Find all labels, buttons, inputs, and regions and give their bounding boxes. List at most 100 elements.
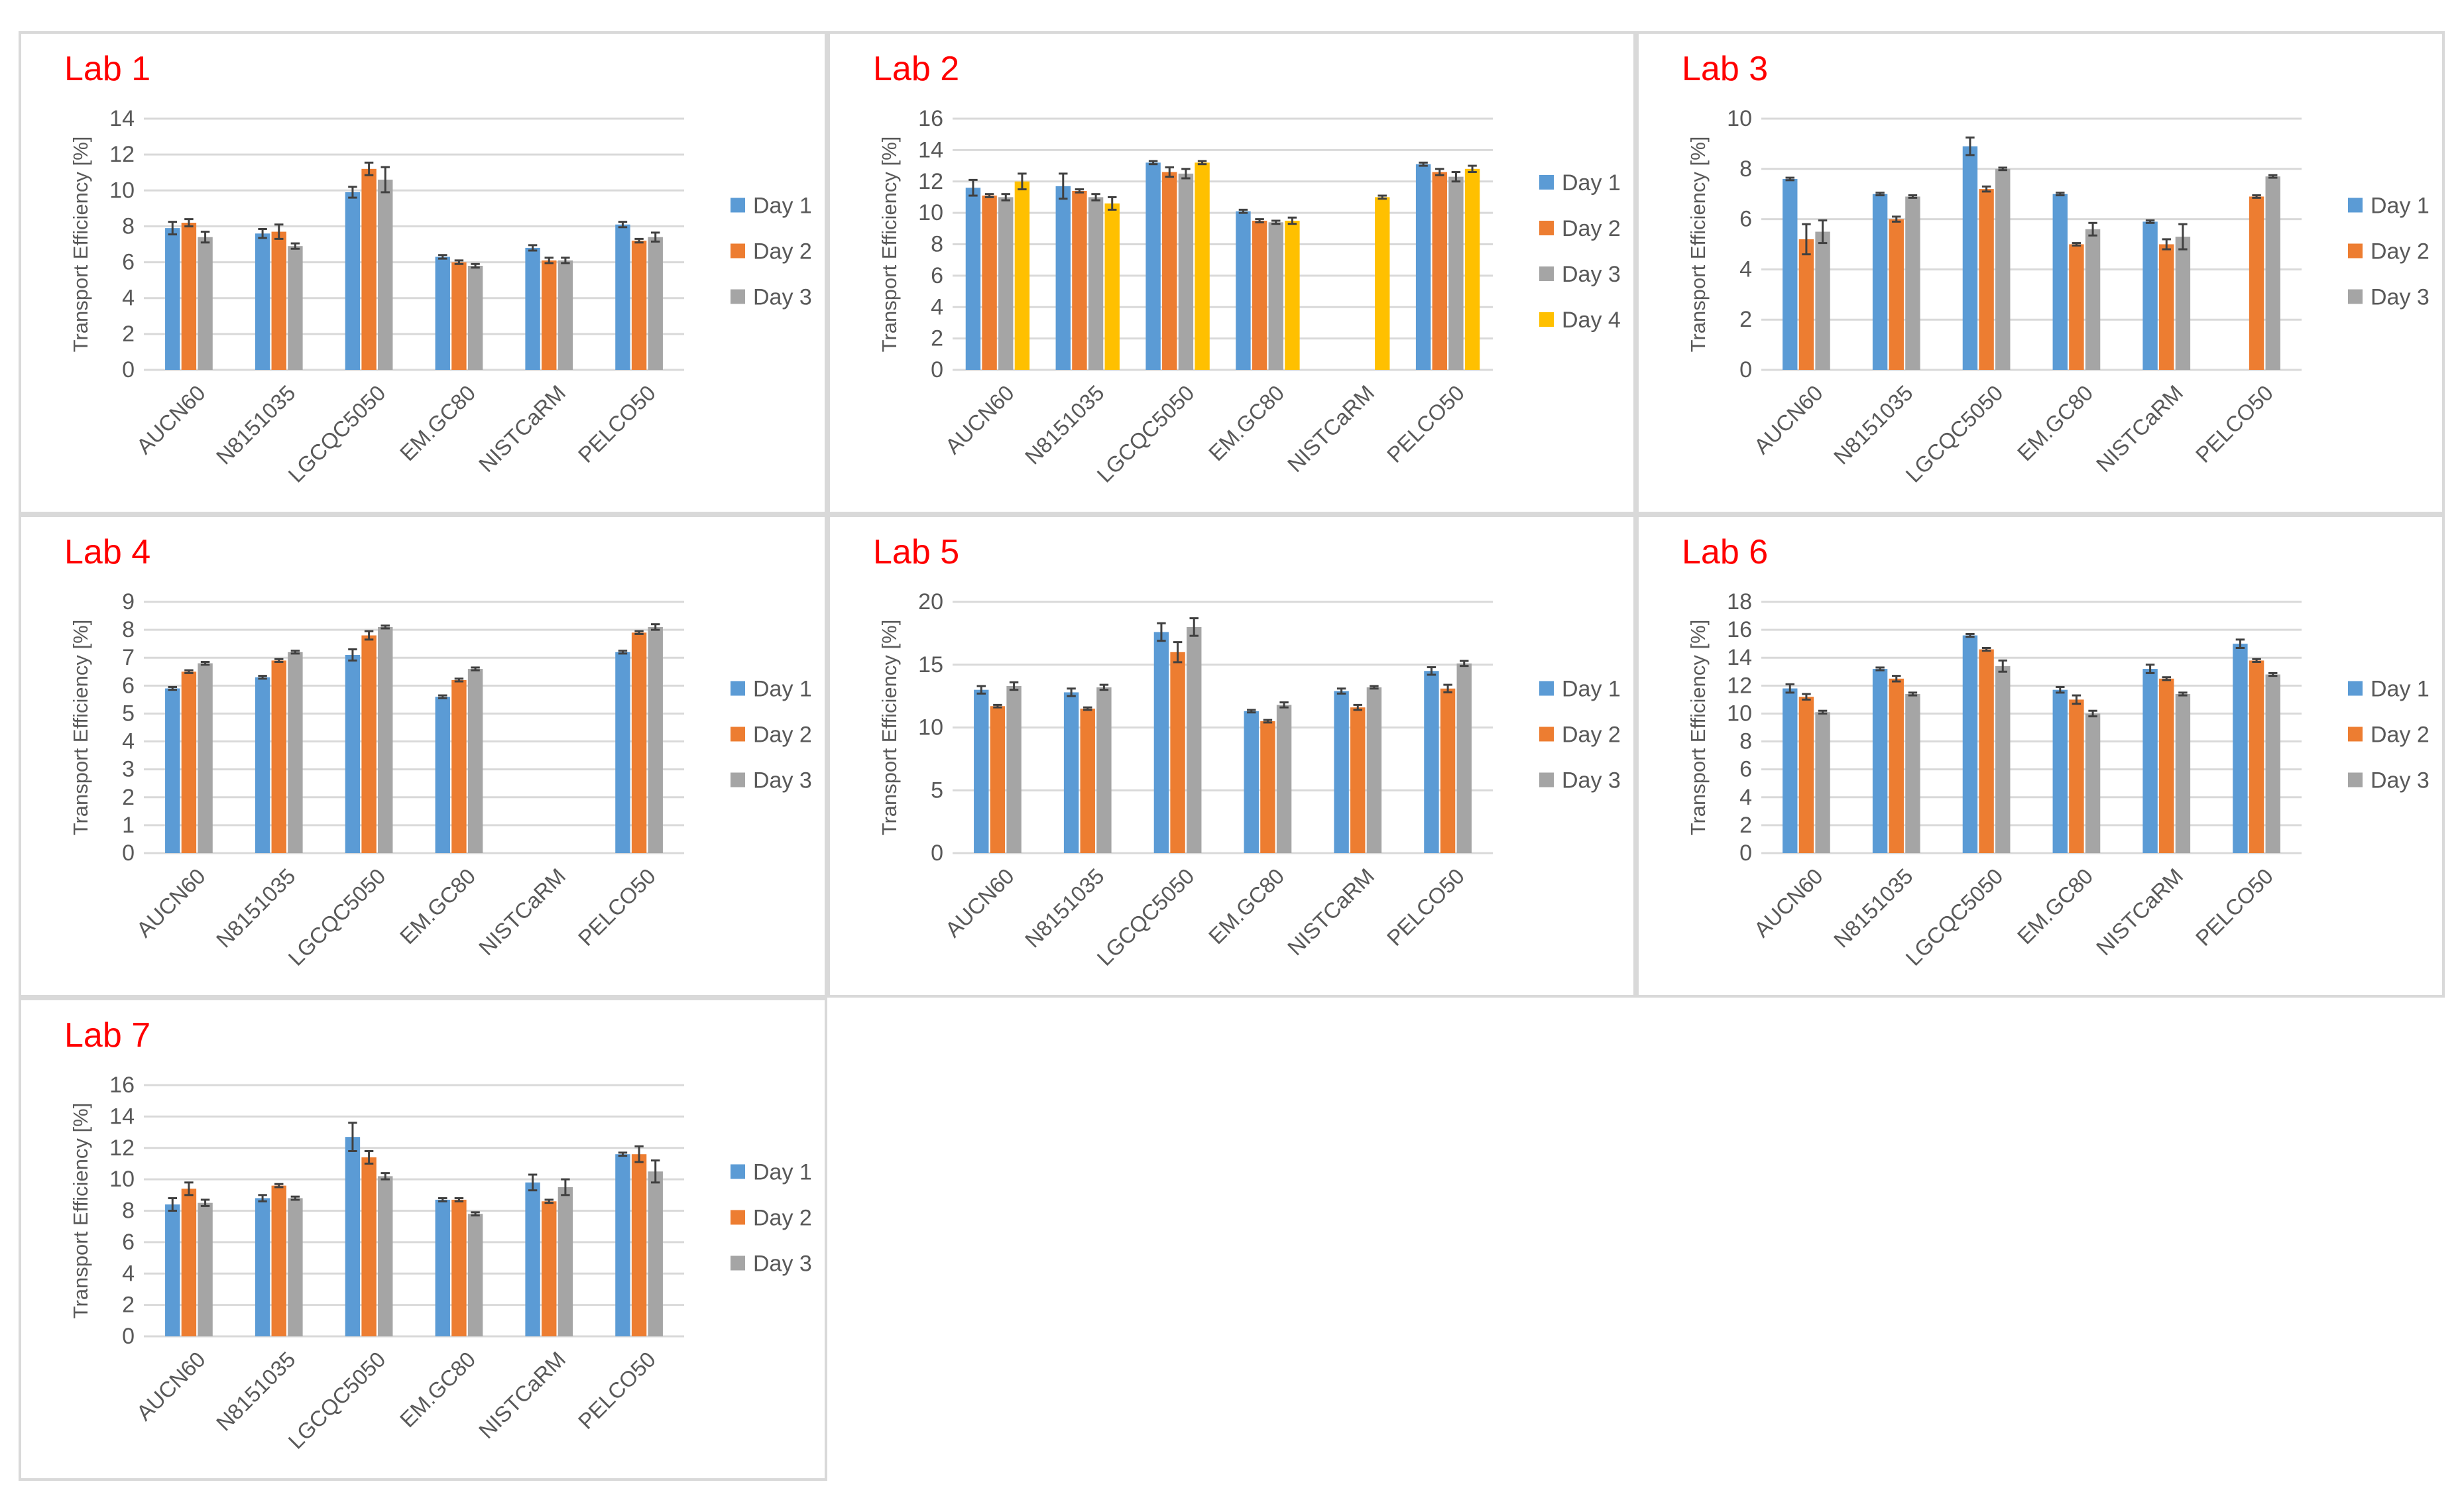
y-tick-label: 14 bbox=[918, 137, 943, 162]
x-tick-label: PELCO50 bbox=[573, 1347, 660, 1434]
bar-day-3-nistcarm bbox=[2175, 693, 2191, 853]
error-bar bbox=[1818, 219, 1828, 245]
legend-swatch bbox=[1539, 221, 1554, 235]
bar-day-2-em-gc80 bbox=[451, 679, 467, 853]
y-tick-label: 0 bbox=[122, 841, 135, 866]
bar-day-2-n8151035 bbox=[1072, 190, 1087, 370]
error-bar bbox=[2252, 658, 2261, 664]
error-bar bbox=[1001, 193, 1010, 202]
bar-day-2-aucn60 bbox=[990, 706, 1006, 853]
y-tick-label: 8 bbox=[1739, 156, 1752, 182]
lab-7-chart-panel: Lab 7 0 2 4 6 8 10 12 14 16 Transport Efficiency [… bbox=[19, 998, 827, 1481]
error-bar bbox=[381, 1172, 390, 1181]
bar-day-1-em-gc80 bbox=[1236, 211, 1251, 370]
bar-day-1-n8151035 bbox=[255, 677, 270, 853]
legend-item-day-3: Day 3 bbox=[2348, 285, 2430, 310]
error-bar bbox=[2268, 671, 2278, 677]
bar-day-3-aucn60 bbox=[998, 197, 1014, 370]
bar-day-1-aucn60 bbox=[165, 228, 180, 370]
x-tick-label: N8151035 bbox=[1020, 864, 1109, 953]
error-bar bbox=[168, 221, 177, 236]
y-tick-label: 3 bbox=[122, 757, 135, 782]
error-bar bbox=[2178, 691, 2188, 697]
y-tick-label: 2 bbox=[122, 1293, 135, 1318]
y-tick-label: 8 bbox=[122, 1198, 135, 1224]
x-tick-label: LGCQC5050 bbox=[1092, 864, 1199, 970]
legend-swatch bbox=[731, 681, 745, 696]
error-bar bbox=[1009, 681, 1019, 691]
error-bar bbox=[1059, 172, 1068, 200]
y-tick-label: 0 bbox=[931, 357, 943, 382]
error-bar bbox=[976, 685, 986, 695]
bar-day-1-nistcarm bbox=[2142, 669, 2158, 853]
error-bar bbox=[1255, 218, 1264, 223]
bar-day-1-lgcqc5050 bbox=[1145, 162, 1161, 370]
x-tick-label: LGCQC5050 bbox=[283, 864, 390, 970]
y-tick-label: 2 bbox=[122, 321, 135, 347]
error-bar bbox=[561, 1178, 570, 1196]
error-bar bbox=[2268, 174, 2278, 179]
legend-label: Day 2 bbox=[2371, 723, 2430, 748]
error-bar bbox=[1427, 666, 1436, 676]
bar-day-1-pelco50 bbox=[2233, 644, 2248, 853]
bar-day-3-nistcarm bbox=[1366, 687, 1382, 853]
bar-day-1-aucn60 bbox=[165, 688, 180, 853]
error-bar bbox=[348, 1122, 357, 1152]
error-bar bbox=[438, 1197, 447, 1202]
bar-day-1-em-gc80 bbox=[435, 1199, 450, 1336]
error-bar bbox=[1067, 687, 1076, 697]
legend-label: Day 2 bbox=[2371, 239, 2430, 264]
error-bar bbox=[1981, 646, 1991, 652]
x-tick-label: AUCN60 bbox=[132, 864, 210, 942]
x-tick-label: AUCN60 bbox=[1749, 380, 1828, 459]
error-bar bbox=[200, 1198, 210, 1207]
bar-day-3-pelco50 bbox=[1456, 663, 1472, 853]
x-tick-label: AUCN60 bbox=[132, 1347, 210, 1425]
error-bar bbox=[168, 685, 177, 691]
legend-item-day-3: Day 3 bbox=[2348, 768, 2430, 793]
x-tick-label: AUCN60 bbox=[941, 380, 1019, 459]
y-tick-label: 9 bbox=[122, 589, 135, 614]
error-bar bbox=[1353, 703, 1362, 711]
error-bar bbox=[2235, 638, 2245, 649]
y-axis-label: Transport Efficiency [%] bbox=[878, 620, 901, 836]
error-bar bbox=[1165, 166, 1174, 178]
error-bar bbox=[471, 666, 480, 671]
bar-day-2-em-gc80 bbox=[2069, 699, 2084, 853]
bar-day-3-n8151035 bbox=[1905, 693, 1920, 853]
bar-day-1-lgcqc5050 bbox=[345, 192, 361, 370]
error-bar bbox=[381, 166, 390, 194]
bar-day-2-pelco50 bbox=[631, 241, 647, 370]
legend-item-day-4: Day 4 bbox=[1539, 308, 1621, 333]
x-tick-label: LGCQC5050 bbox=[1901, 864, 2007, 970]
x-tick-label: NISTCaRM bbox=[1283, 864, 1379, 960]
error-bar bbox=[1468, 164, 1477, 174]
bar-day-2-lgcqc5050 bbox=[1170, 652, 1185, 853]
legend-label: Day 1 bbox=[1562, 170, 1621, 196]
error-bar bbox=[1460, 660, 1469, 668]
error-bar bbox=[471, 1211, 480, 1217]
error-bar bbox=[634, 237, 644, 244]
bar-day-3-lgcqc5050 bbox=[1995, 168, 2011, 371]
bar-day-2-lgcqc5050 bbox=[361, 635, 377, 853]
error-bar bbox=[1965, 136, 1975, 156]
bar-day-1-aucn60 bbox=[165, 1204, 180, 1336]
error-bar bbox=[2056, 685, 2065, 694]
bar-day-3-aucn60 bbox=[1815, 712, 1830, 853]
error-bar bbox=[381, 624, 390, 630]
legend-swatch bbox=[731, 198, 745, 213]
y-tick-label: 14 bbox=[1727, 645, 1752, 670]
bar-day-3-em-gc80 bbox=[1268, 222, 1283, 370]
legend-label: Day 4 bbox=[1562, 308, 1621, 333]
error-bar bbox=[1279, 701, 1289, 709]
bar-day-1-lgcqc5050 bbox=[345, 1137, 361, 1336]
error-bar bbox=[1892, 675, 1901, 683]
bar-day-2-aucn60 bbox=[181, 223, 197, 370]
bar-day-1-n8151035 bbox=[1872, 194, 1888, 370]
legend-item-day-3: Day 3 bbox=[731, 768, 812, 793]
legend-swatch bbox=[731, 772, 745, 787]
y-tick-label: 1 bbox=[122, 813, 135, 838]
error-bar bbox=[1908, 691, 1918, 697]
x-tick-label: N8151035 bbox=[211, 380, 300, 469]
bar-day-3-n8151035 bbox=[288, 652, 303, 853]
